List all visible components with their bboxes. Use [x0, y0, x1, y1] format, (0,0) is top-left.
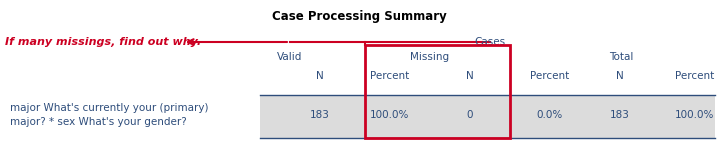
Text: 0.0%: 0.0% — [536, 110, 563, 120]
Text: If many missings, find out why.: If many missings, find out why. — [5, 37, 201, 47]
Text: Percent: Percent — [370, 71, 410, 81]
Text: Percent: Percent — [675, 71, 714, 81]
Text: Valid: Valid — [277, 52, 302, 62]
Text: 100.0%: 100.0% — [675, 110, 714, 120]
Text: Total: Total — [610, 52, 634, 62]
Text: 0: 0 — [467, 110, 473, 120]
Bar — [365, 45, 510, 138]
Text: Missing: Missing — [410, 52, 449, 62]
Text: N: N — [466, 71, 474, 81]
Text: Case Processing Summary: Case Processing Summary — [272, 10, 447, 23]
Text: 100.0%: 100.0% — [370, 110, 410, 120]
Text: Cases: Cases — [474, 37, 505, 47]
Text: 183: 183 — [310, 110, 330, 120]
Text: major What's currently your (primary)
major? * sex What's your gender?: major What's currently your (primary) ma… — [10, 103, 209, 127]
Text: N: N — [616, 71, 624, 81]
Text: Percent: Percent — [530, 71, 570, 81]
Text: 183: 183 — [610, 110, 630, 120]
Text: N: N — [316, 71, 324, 81]
Bar — [260, 96, 715, 138]
